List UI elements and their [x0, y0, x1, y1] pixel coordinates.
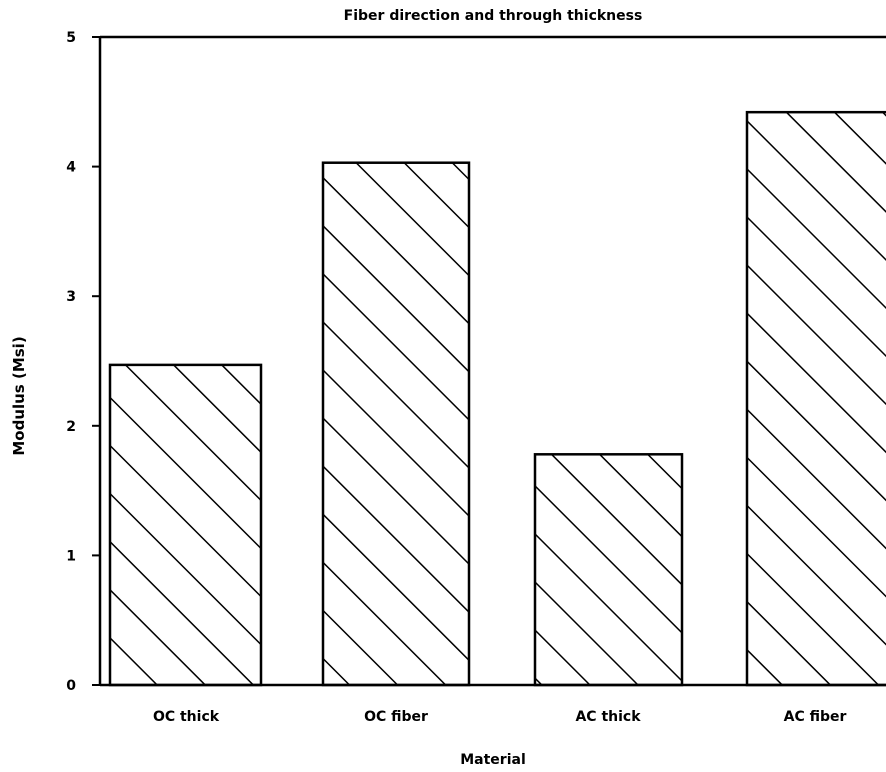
y-tick-label: 2 — [66, 419, 76, 435]
y-axis-label: Modulus (Msi) — [10, 336, 28, 455]
bar-oc-fiber — [321, 161, 471, 687]
x-tick-label: OC thick — [153, 709, 220, 725]
x-axis-label: Material — [460, 752, 526, 768]
bar-oc-thick — [108, 363, 263, 687]
x-tick-label: AC fiber — [784, 709, 847, 725]
x-tick-labels-group: OC thick OC fiber AC thick AC fiber — [153, 709, 847, 725]
y-ticks-group: 0 1 2 3 4 5 — [66, 30, 100, 694]
y-tick-label: 4 — [66, 160, 76, 176]
y-tick-label: 5 — [66, 30, 76, 46]
y-tick-label: 0 — [66, 678, 76, 694]
x-tick-label: OC fiber — [364, 709, 428, 725]
bar-ac-thick — [533, 453, 684, 687]
y-tick-label: 3 — [66, 289, 76, 305]
y-tick-label: 1 — [66, 548, 76, 564]
chart-title: Fiber direction and through thickness — [344, 8, 643, 24]
bar-ac-fiber — [745, 110, 886, 687]
bars-group — [108, 110, 886, 687]
x-tick-label: AC thick — [575, 709, 641, 725]
